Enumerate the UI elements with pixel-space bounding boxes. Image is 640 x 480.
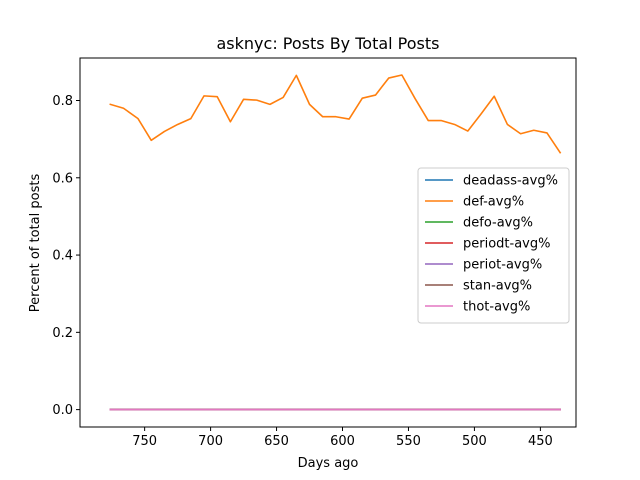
legend-label-def-avg: def-avg% bbox=[463, 195, 524, 210]
x-axis-ticks: 750 700 650 600 550 500 450 bbox=[132, 427, 553, 449]
legend-label-periot-avg: periot-avg% bbox=[463, 258, 542, 273]
legend-label-defo-avg: defo-avg% bbox=[463, 216, 533, 231]
x-tick-label: 600 bbox=[330, 434, 355, 449]
x-tick-label: 500 bbox=[462, 434, 487, 449]
y-tick-label: 0.0 bbox=[52, 403, 73, 418]
axes-frame bbox=[79, 57, 577, 428]
series-layer bbox=[109, 74, 562, 411]
legend-label-periodt-avg: periodt-avg% bbox=[463, 237, 550, 252]
y-tick-label: 0.6 bbox=[52, 171, 73, 186]
legend: deadass-avg% def-avg% defo-avg% periodt-avg… bbox=[417, 167, 570, 324]
y-tick-label: 0.4 bbox=[52, 249, 73, 264]
legend-box bbox=[417, 167, 570, 324]
y-axis-label: Percent of total posts bbox=[28, 174, 43, 313]
legend-label-deadass-avg: deadass-avg% bbox=[463, 174, 558, 189]
chart-title: asknyc: Posts By Total Posts bbox=[217, 34, 440, 53]
x-tick-label: 700 bbox=[198, 434, 223, 449]
x-tick-label: 450 bbox=[528, 434, 553, 449]
y-tick-label: 0.8 bbox=[52, 94, 73, 109]
y-tick-label: 0.2 bbox=[52, 326, 73, 341]
legend-label-stan-avg: stan-avg% bbox=[463, 279, 532, 294]
x-tick-label: 550 bbox=[396, 434, 421, 449]
x-tick-label: 750 bbox=[132, 434, 157, 449]
legend-label-thot-avg: thot-avg% bbox=[463, 300, 530, 315]
series-line-def-avg bbox=[109, 74, 562, 154]
x-axis-label: Days ago bbox=[298, 456, 359, 471]
x-tick-label: 650 bbox=[264, 434, 289, 449]
y-axis-ticks: 0.0 0.2 0.4 0.6 0.8 bbox=[52, 94, 80, 418]
